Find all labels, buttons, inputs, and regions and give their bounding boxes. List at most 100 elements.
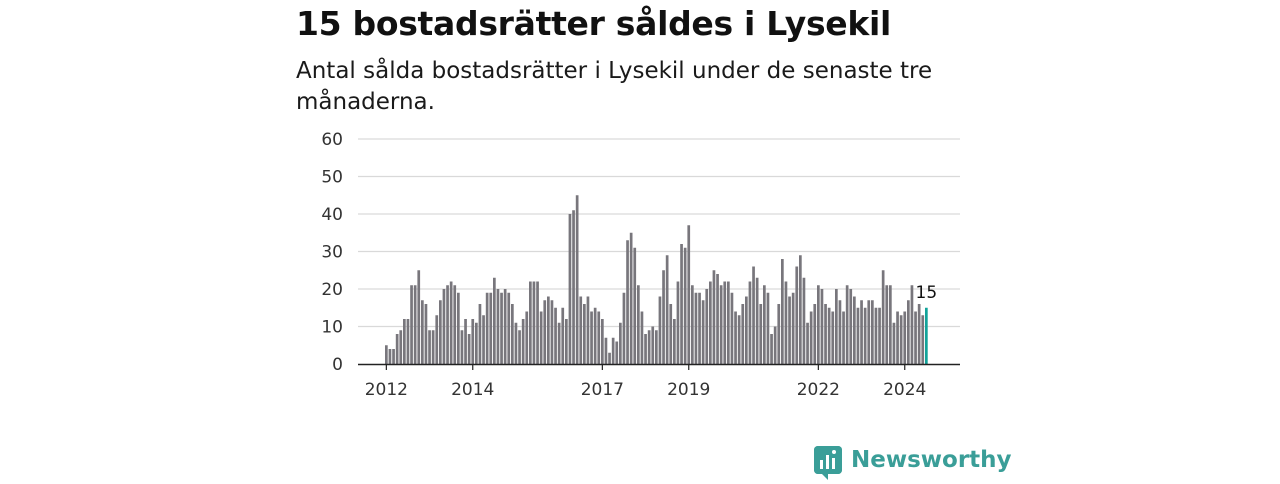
bar bbox=[723, 281, 727, 364]
bar bbox=[489, 292, 493, 364]
bar bbox=[525, 311, 529, 364]
x-tick-label: 2024 bbox=[883, 380, 926, 400]
bar-chart: 0 10 20 30 40 50 60 15 2012 2014 2017 2019 2022 202… bbox=[321, 130, 960, 400]
bar bbox=[676, 281, 680, 364]
bar bbox=[431, 330, 435, 364]
bar bbox=[406, 319, 410, 364]
bar bbox=[835, 289, 838, 364]
bar bbox=[417, 270, 421, 364]
bar bbox=[500, 292, 503, 364]
bar bbox=[813, 304, 817, 364]
bar bbox=[403, 319, 406, 364]
bar bbox=[611, 337, 615, 364]
bar bbox=[773, 326, 777, 364]
bar bbox=[662, 270, 665, 364]
bar bbox=[640, 311, 644, 364]
y-axis-ticks: 0 10 20 30 40 50 60 bbox=[321, 130, 343, 375]
bar bbox=[730, 292, 734, 364]
y-tick-label: 30 bbox=[321, 243, 343, 263]
newsworthy-logo[interactable]: Newsworthy bbox=[814, 446, 1012, 480]
bar bbox=[878, 307, 881, 364]
bar bbox=[759, 304, 763, 364]
bar bbox=[388, 349, 392, 364]
x-tick-label: 2014 bbox=[451, 380, 494, 400]
bar bbox=[442, 289, 446, 364]
bar bbox=[554, 307, 557, 364]
bar bbox=[622, 292, 626, 364]
bar bbox=[914, 311, 917, 364]
bar bbox=[532, 281, 536, 364]
bar bbox=[687, 225, 691, 364]
bar bbox=[428, 330, 431, 364]
bar bbox=[539, 311, 543, 364]
bar bbox=[889, 285, 892, 364]
bar bbox=[586, 296, 590, 364]
bar bbox=[885, 285, 889, 364]
bar bbox=[633, 247, 637, 364]
bar bbox=[651, 326, 655, 364]
bar bbox=[795, 266, 799, 364]
y-tick-label: 40 bbox=[321, 205, 343, 225]
bar bbox=[755, 277, 759, 364]
bar bbox=[647, 330, 651, 364]
bar bbox=[874, 307, 878, 364]
bar bbox=[680, 244, 683, 364]
bar bbox=[464, 319, 467, 364]
bar bbox=[763, 285, 766, 364]
chart-title: 15 bostadsrätter såldes i Lysekil bbox=[296, 4, 892, 43]
bar bbox=[903, 311, 907, 364]
bar bbox=[568, 214, 572, 364]
bar bbox=[561, 307, 565, 364]
bar bbox=[781, 259, 784, 364]
bar bbox=[719, 285, 723, 364]
bar bbox=[849, 289, 853, 364]
bar bbox=[921, 315, 925, 364]
bar bbox=[824, 304, 827, 364]
bar bbox=[777, 304, 781, 364]
x-tick-label: 2017 bbox=[581, 380, 624, 400]
bar bbox=[435, 315, 439, 364]
brand-name: Newsworthy bbox=[851, 447, 1012, 473]
bar bbox=[809, 311, 813, 364]
bar bbox=[896, 311, 899, 364]
bar bbox=[385, 345, 388, 364]
bar bbox=[727, 281, 730, 364]
bar bbox=[748, 281, 752, 364]
bar bbox=[799, 255, 802, 364]
x-axis: 2012 2014 2017 2019 2022 2024 bbox=[358, 363, 960, 400]
bar bbox=[421, 300, 424, 364]
last-value-label: 15 bbox=[916, 283, 938, 303]
y-tick-label: 50 bbox=[321, 168, 343, 188]
bar bbox=[413, 285, 417, 364]
bar bbox=[863, 307, 867, 364]
bar bbox=[701, 300, 705, 364]
bar bbox=[845, 285, 849, 364]
grid-lines bbox=[358, 138, 960, 328]
bar bbox=[475, 322, 478, 364]
bar bbox=[802, 277, 806, 364]
bar bbox=[867, 300, 871, 364]
bar bbox=[471, 319, 475, 364]
bar bbox=[557, 322, 561, 364]
bar bbox=[842, 311, 845, 364]
bar bbox=[673, 319, 676, 364]
bar bbox=[590, 311, 593, 364]
bar bbox=[529, 281, 532, 364]
bar bbox=[658, 296, 662, 364]
bar bbox=[460, 330, 464, 364]
bar bbox=[543, 300, 547, 364]
bar bbox=[395, 334, 399, 364]
bar bbox=[892, 322, 896, 364]
bar bbox=[831, 311, 835, 364]
bar bbox=[705, 289, 709, 364]
bar bbox=[626, 240, 629, 364]
bar bbox=[856, 307, 860, 364]
bar bbox=[745, 296, 748, 364]
bar bbox=[838, 300, 842, 364]
bar bbox=[511, 304, 514, 364]
bar bbox=[734, 311, 737, 364]
bar bbox=[860, 300, 863, 364]
bar bbox=[521, 319, 525, 364]
bar bbox=[410, 285, 413, 364]
bar bbox=[910, 285, 914, 364]
